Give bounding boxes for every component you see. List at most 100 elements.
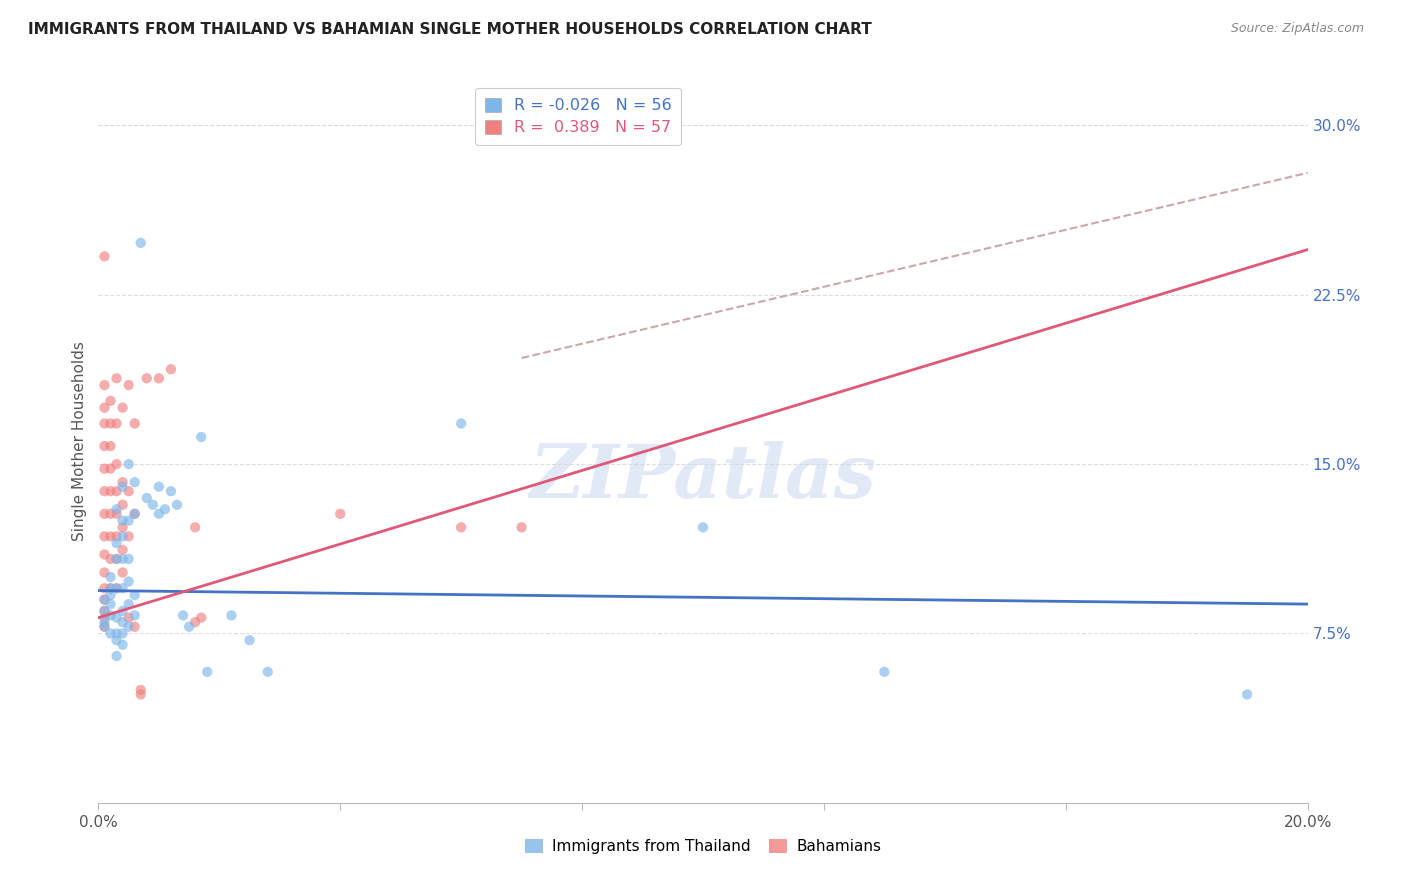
Point: [184, 520, 207, 534]
Point: [111, 498, 134, 512]
Point: [100, 582, 122, 596]
Point: [873, 665, 896, 679]
Point: [100, 588, 122, 602]
Point: [93, 566, 115, 580]
Point: [111, 626, 134, 640]
Point: [166, 498, 188, 512]
Point: [190, 430, 212, 444]
Y-axis label: Single Mother Households: Single Mother Households: [72, 342, 87, 541]
Point: [129, 687, 152, 701]
Point: [93, 548, 115, 562]
Point: [93, 439, 115, 453]
Point: [124, 507, 146, 521]
Point: [450, 417, 472, 431]
Point: [118, 610, 141, 624]
Point: [93, 620, 115, 634]
Point: [100, 608, 122, 623]
Point: [105, 582, 128, 596]
Point: [105, 552, 128, 566]
Point: [93, 592, 115, 607]
Point: [105, 507, 128, 521]
Point: [93, 604, 115, 618]
Text: Source: ZipAtlas.com: Source: ZipAtlas.com: [1230, 22, 1364, 36]
Text: IMMIGRANTS FROM THAILAND VS BAHAMIAN SINGLE MOTHER HOUSEHOLDS CORRELATION CHART: IMMIGRANTS FROM THAILAND VS BAHAMIAN SIN…: [28, 22, 872, 37]
Point: [100, 626, 122, 640]
Point: [93, 610, 115, 624]
Point: [111, 566, 134, 580]
Point: [118, 514, 141, 528]
Point: [105, 582, 128, 596]
Point: [100, 582, 122, 596]
Point: [111, 480, 134, 494]
Point: [111, 401, 134, 415]
Point: [118, 552, 141, 566]
Point: [153, 502, 176, 516]
Point: [148, 507, 170, 521]
Point: [105, 552, 128, 566]
Point: [105, 633, 128, 648]
Point: [179, 620, 201, 634]
Point: [93, 507, 115, 521]
Point: [329, 507, 352, 521]
Point: [160, 484, 183, 499]
Point: [118, 457, 141, 471]
Point: [160, 362, 183, 376]
Point: [105, 457, 128, 471]
Point: [93, 401, 115, 415]
Point: [105, 648, 128, 663]
Point: [111, 638, 134, 652]
Point: [111, 615, 134, 630]
Point: [105, 484, 128, 499]
Point: [124, 475, 146, 490]
Point: [142, 498, 165, 512]
Point: [105, 536, 128, 550]
Point: [100, 570, 122, 584]
Point: [93, 620, 115, 634]
Point: [111, 542, 134, 557]
Point: [239, 633, 262, 648]
Point: [111, 552, 134, 566]
Point: [510, 520, 533, 534]
Point: [93, 484, 115, 499]
Point: [100, 552, 122, 566]
Point: [195, 665, 218, 679]
Point: [93, 615, 115, 630]
Point: [105, 371, 128, 385]
Point: [118, 574, 141, 589]
Point: [124, 417, 146, 431]
Point: [124, 588, 146, 602]
Point: [93, 592, 115, 607]
Point: [100, 484, 122, 499]
Point: [692, 520, 714, 534]
Point: [93, 249, 115, 263]
Point: [100, 461, 122, 475]
Point: [148, 480, 170, 494]
Point: [105, 626, 128, 640]
Point: [100, 597, 122, 611]
Point: [129, 235, 152, 250]
Point: [100, 529, 122, 543]
Point: [93, 461, 115, 475]
Point: [256, 665, 278, 679]
Point: [124, 608, 146, 623]
Point: [105, 502, 128, 516]
Point: [93, 417, 115, 431]
Point: [148, 371, 170, 385]
Point: [100, 393, 122, 408]
Point: [190, 610, 212, 624]
Point: [1236, 687, 1258, 701]
Point: [118, 378, 141, 392]
Point: [93, 378, 115, 392]
Point: [221, 608, 243, 623]
Point: [111, 582, 134, 596]
Point: [118, 597, 141, 611]
Point: [135, 371, 157, 385]
Legend: Immigrants from Thailand, Bahamians: Immigrants from Thailand, Bahamians: [519, 833, 887, 860]
Point: [100, 439, 122, 453]
Point: [135, 491, 157, 505]
Point: [129, 682, 152, 697]
Point: [105, 417, 128, 431]
Point: [111, 604, 134, 618]
Point: [118, 484, 141, 499]
Point: [100, 507, 122, 521]
